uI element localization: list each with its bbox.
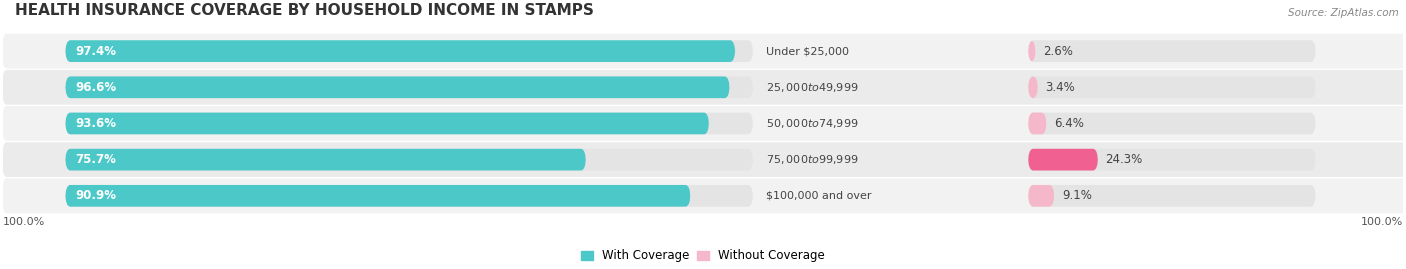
FancyBboxPatch shape <box>1028 149 1098 171</box>
Text: 3.4%: 3.4% <box>1046 81 1076 94</box>
FancyBboxPatch shape <box>1028 113 1316 134</box>
FancyBboxPatch shape <box>1028 149 1316 171</box>
FancyBboxPatch shape <box>1028 76 1316 98</box>
FancyBboxPatch shape <box>65 149 586 171</box>
FancyBboxPatch shape <box>65 113 754 134</box>
FancyBboxPatch shape <box>65 40 735 62</box>
Text: 24.3%: 24.3% <box>1105 153 1143 166</box>
FancyBboxPatch shape <box>65 113 709 134</box>
FancyBboxPatch shape <box>3 142 1406 177</box>
FancyBboxPatch shape <box>65 185 690 207</box>
FancyBboxPatch shape <box>1028 40 1316 62</box>
Text: 93.6%: 93.6% <box>76 117 117 130</box>
Text: 96.6%: 96.6% <box>76 81 117 94</box>
Text: HEALTH INSURANCE COVERAGE BY HOUSEHOLD INCOME IN STAMPS: HEALTH INSURANCE COVERAGE BY HOUSEHOLD I… <box>15 3 595 18</box>
FancyBboxPatch shape <box>1028 185 1316 207</box>
Text: 9.1%: 9.1% <box>1062 189 1091 202</box>
FancyBboxPatch shape <box>1028 40 1036 62</box>
FancyBboxPatch shape <box>3 70 1406 105</box>
Text: 100.0%: 100.0% <box>3 217 45 227</box>
Text: $75,000 to $99,999: $75,000 to $99,999 <box>765 153 858 166</box>
Legend: With Coverage, Without Coverage: With Coverage, Without Coverage <box>576 245 830 267</box>
Text: 100.0%: 100.0% <box>1361 217 1403 227</box>
Text: 6.4%: 6.4% <box>1054 117 1084 130</box>
FancyBboxPatch shape <box>65 40 754 62</box>
Text: $50,000 to $74,999: $50,000 to $74,999 <box>765 117 858 130</box>
FancyBboxPatch shape <box>3 178 1406 213</box>
FancyBboxPatch shape <box>1028 185 1054 207</box>
Text: $100,000 and over: $100,000 and over <box>765 191 872 201</box>
Text: 97.4%: 97.4% <box>76 45 117 58</box>
FancyBboxPatch shape <box>1028 76 1038 98</box>
Text: Under $25,000: Under $25,000 <box>765 46 848 56</box>
FancyBboxPatch shape <box>65 149 754 171</box>
FancyBboxPatch shape <box>65 76 730 98</box>
Text: $25,000 to $49,999: $25,000 to $49,999 <box>765 81 858 94</box>
FancyBboxPatch shape <box>3 34 1406 69</box>
FancyBboxPatch shape <box>1028 113 1046 134</box>
FancyBboxPatch shape <box>65 76 754 98</box>
Text: 2.6%: 2.6% <box>1043 45 1073 58</box>
FancyBboxPatch shape <box>65 185 754 207</box>
Text: 75.7%: 75.7% <box>76 153 117 166</box>
FancyBboxPatch shape <box>3 106 1406 141</box>
Text: Source: ZipAtlas.com: Source: ZipAtlas.com <box>1288 8 1399 18</box>
Text: 90.9%: 90.9% <box>76 189 117 202</box>
